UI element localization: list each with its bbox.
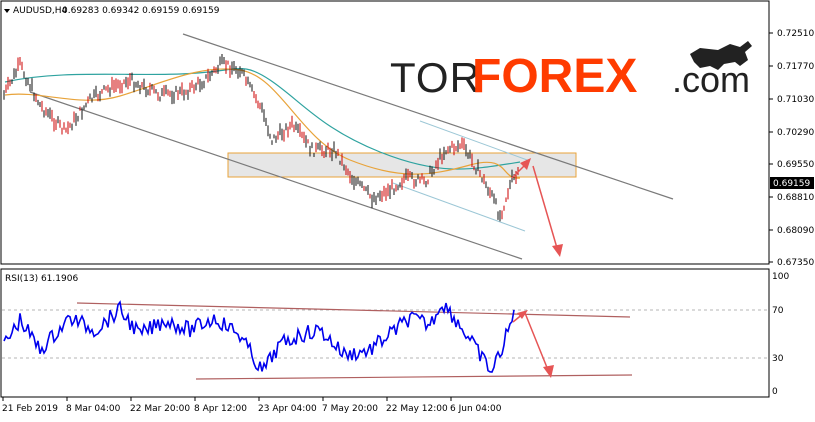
price-tick-label: 0.72510	[777, 29, 814, 39]
rsi-upper-trendline	[76, 302, 631, 318]
time-tick-label: 8 Apr 12:00	[194, 404, 247, 414]
price-tick-label: 0.70290	[777, 128, 814, 138]
rsi-tick-label: 70	[772, 306, 784, 316]
price-candles	[3, 53, 519, 222]
price-tick-label: 0.69550	[777, 160, 814, 170]
rsi-lower-trendline	[195, 374, 633, 380]
dropdown-triangle-icon[interactable]	[4, 9, 10, 13]
time-tick-label: 21 Feb 2019	[2, 404, 58, 414]
current-price-label: 0.69159	[773, 179, 810, 189]
channel-upper-line	[182, 33, 674, 200]
time-tick-label: 23 Apr 04:00	[258, 404, 317, 414]
rsi-line	[3, 300, 515, 373]
rsi-arrow-up	[512, 310, 528, 323]
symbol-label: AUDUSD,H4	[13, 6, 68, 16]
time-tick-label: 22 May 12:00	[386, 404, 448, 414]
quote-values: 0.69283 0.69342 0.69159 0.69159	[62, 6, 220, 16]
price-scale[interactable]: 0.72510 0.71770 0.71030 0.70290 0.69550 0.688…	[769, 29, 814, 268]
forecast-arrow-up	[511, 158, 531, 179]
price-tick-label: 0.68090	[777, 226, 814, 236]
bull-icon	[690, 41, 752, 70]
rsi-tick-label: 0	[772, 387, 778, 397]
rsi-scale[interactable]: 100 70 30 0	[772, 272, 789, 397]
price-tick-label: 0.71030	[777, 95, 814, 105]
main-plot-area[interactable]	[0, 0, 770, 265]
rsi-tick-label: 30	[772, 354, 784, 364]
rsi-label: RSI(13) 61.1906	[5, 274, 78, 284]
time-axis[interactable]: 21 Feb 2019 8 Mar 04:00 22 Mar 20:00 8 Apr …	[2, 397, 502, 414]
forecast-arrow-down	[532, 165, 563, 257]
current-price-tag: 0.69159	[770, 177, 814, 189]
price-tick-label: 0.67350	[777, 258, 814, 268]
torforex-logo: TOR FOREX .com	[390, 41, 752, 103]
rsi-arrow-down	[524, 312, 554, 378]
rsi-tick-label: 100	[772, 272, 789, 282]
time-tick-label: 8 Mar 04:00	[66, 404, 121, 414]
time-tick-label: 22 Mar 20:00	[130, 404, 190, 414]
price-tick-label: 0.68810	[777, 193, 814, 203]
inner-channel-lower	[392, 182, 526, 232]
logo-forex-text: FOREX	[472, 50, 637, 103]
inner-channel-upper	[419, 120, 531, 162]
ma-fast-line	[4, 68, 521, 179]
channel-lower-line	[29, 91, 523, 260]
rsi-plot-area[interactable]	[0, 268, 770, 398]
logo-tor-text: TOR	[390, 54, 481, 101]
time-tick-label: 6 Jun 04:00	[450, 404, 502, 414]
price-tick-label: 0.71770	[777, 62, 814, 72]
time-tick-label: 7 May 20:00	[322, 404, 378, 414]
